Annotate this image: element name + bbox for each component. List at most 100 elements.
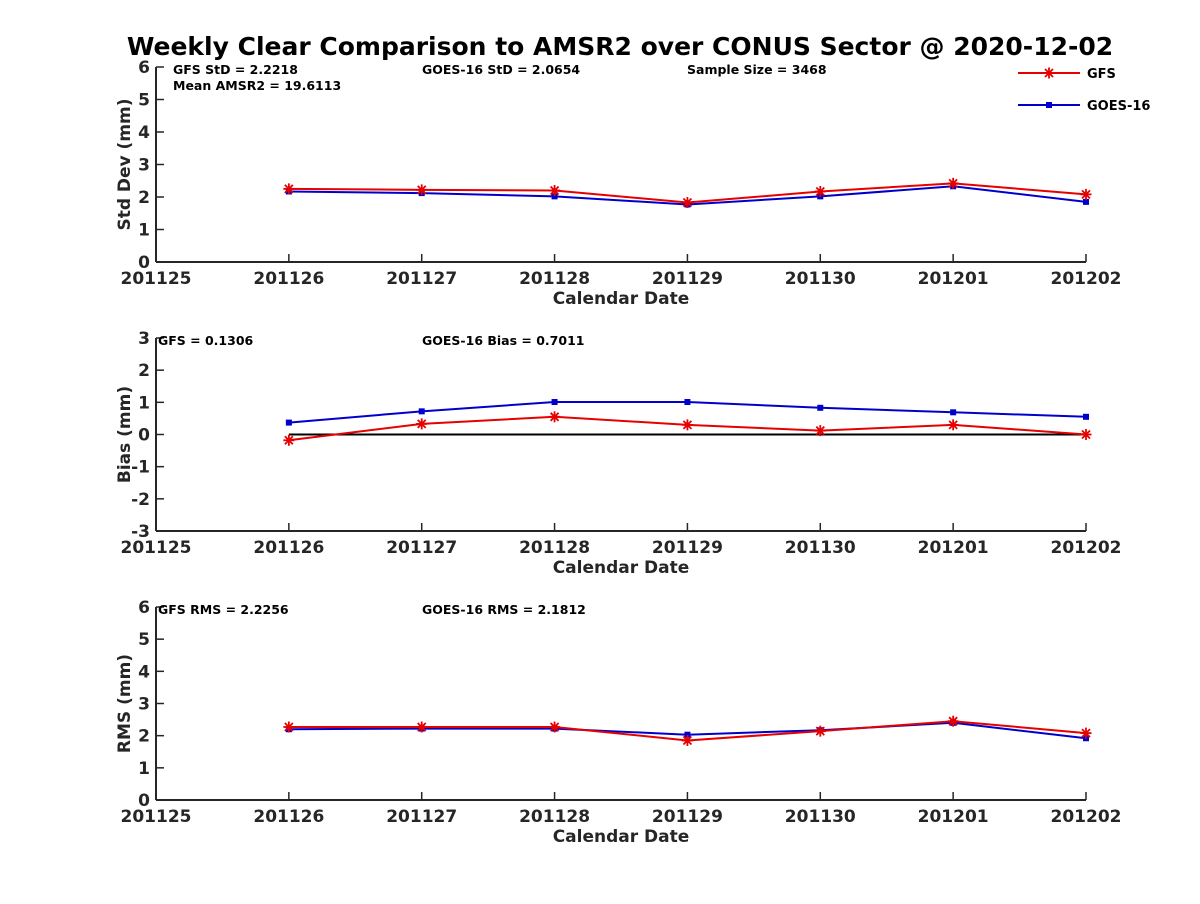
x-tick-label: 201130	[785, 269, 856, 289]
point-gfs	[416, 721, 428, 733]
stat-annotation: GOES-16 RMS = 2.1812	[422, 602, 586, 617]
point-gfs-stroke-d2	[1081, 189, 1091, 200]
point-gfs-stroke-d2	[284, 184, 294, 194]
chart-title: Weekly Clear Comparison to AMSR2 over CO…	[127, 32, 1113, 61]
legend-marker-gfs	[1043, 67, 1055, 79]
stat-annotation: GOES-16 Bias = 0.7011	[422, 333, 584, 348]
y-tick-label: 1	[138, 393, 150, 413]
y-tick-label: 1	[138, 221, 150, 241]
x-tick-label: 201202	[1051, 269, 1122, 289]
point-goes-16	[418, 408, 425, 415]
x-tick-label: 201126	[253, 807, 324, 827]
y-tick-label: 1	[138, 759, 150, 779]
stat-annotation: GFS = 0.1306	[158, 333, 254, 348]
point-gfs-stroke-d2	[549, 185, 560, 196]
stat-annotation: Mean AMSR2 = 19.6113	[173, 78, 341, 93]
legend-label-gfs: GFS	[1087, 67, 1116, 82]
point-goes-16	[684, 731, 691, 738]
x-tick-label: 201129	[652, 269, 723, 289]
point-goes-16	[551, 399, 558, 406]
point-gfs-stroke-d2	[682, 197, 693, 208]
point-gfs-stroke-d2	[549, 412, 560, 422]
point-gfs	[416, 418, 428, 430]
x-tick-label: 201201	[918, 807, 989, 827]
point-gfs-stroke-d2	[417, 722, 427, 732]
panel-2: -3 -2 -1 0 1 2 3 201125 201126 201127 201128 201129…	[115, 329, 1121, 578]
y-tick-label: 5	[138, 630, 150, 650]
point-goes-16	[817, 404, 824, 411]
point-gfs	[549, 411, 561, 423]
legend: GFS GOES-16	[1018, 67, 1150, 114]
point-goes-16	[551, 193, 558, 200]
x-tick-label: 201127	[386, 269, 457, 289]
point-goes-16	[285, 419, 292, 426]
x-tick-label: 201129	[652, 807, 723, 827]
point-gfs	[681, 734, 693, 746]
point-gfs	[947, 419, 959, 431]
point-gfs	[549, 721, 561, 733]
panel-3: 0 1 2 3 4 5 6 201125 201126 201127 201128 201129 201…	[115, 598, 1121, 847]
point-gfs	[814, 185, 826, 197]
point-gfs-stroke-d2	[682, 735, 693, 746]
stat-annotation: GFS RMS = 2.2256	[158, 602, 289, 617]
y-tick-label: 2	[138, 188, 150, 208]
x-axis-label: Calendar Date	[553, 827, 690, 847]
point-gfs-stroke-d2	[417, 419, 427, 429]
point-gfs-stroke-d2	[284, 722, 294, 732]
point-gfs	[416, 184, 428, 196]
y-axis-label: RMS (mm)	[115, 654, 135, 753]
y-tick-label: 0	[138, 253, 150, 273]
x-axis-label: Calendar Date	[553, 558, 690, 578]
y-tick-label: 0	[138, 791, 150, 811]
y-tick-label: -1	[131, 458, 150, 478]
y-tick-label: 3	[138, 695, 150, 715]
x-tick-label: 201125	[121, 538, 192, 558]
point-goes-16	[684, 399, 691, 406]
x-tick-label: 201126	[253, 538, 324, 558]
point-gfs-stroke-d2	[284, 435, 294, 445]
point-gfs-stroke-d2	[948, 420, 958, 430]
x-tick-label: 201130	[785, 538, 856, 558]
y-tick-label: 2	[138, 727, 150, 747]
y-tick-label: 0	[138, 426, 150, 446]
point-gfs	[947, 715, 959, 727]
point-gfs	[549, 185, 561, 196]
point-gfs-stroke-d2	[417, 185, 427, 195]
x-axis-label: Calendar Date	[553, 289, 690, 309]
point-gfs-stroke-d2	[948, 716, 958, 726]
stat-annotation: GOES-16 StD = 2.0654	[422, 62, 580, 77]
y-tick-label: 3	[138, 156, 150, 176]
point-gfs	[1080, 188, 1092, 200]
point-gfs	[681, 419, 693, 431]
point-gfs	[681, 197, 693, 209]
y-tick-label: 3	[138, 329, 150, 349]
x-tick-label: 201128	[519, 269, 590, 289]
y-tick-label: 5	[138, 91, 150, 111]
point-gfs	[814, 425, 826, 437]
x-tick-label: 201125	[121, 269, 192, 289]
point-gfs	[283, 721, 295, 733]
point-goes-16	[1083, 198, 1089, 205]
point-gfs-stroke-d2	[682, 420, 693, 430]
x-tick-label: 201125	[121, 807, 192, 827]
x-tick-label: 201202	[1051, 807, 1122, 827]
x-tick-label: 201127	[386, 538, 457, 558]
point-gfs-stroke-d2	[948, 178, 958, 188]
point-gfs-stroke-d2	[1081, 728, 1091, 738]
x-tick-label: 201127	[386, 807, 457, 827]
y-axis-label: Bias (mm)	[115, 386, 135, 483]
point-gfs-stroke-d2	[815, 426, 825, 436]
y-tick-label: -3	[131, 522, 150, 542]
point-gfs	[283, 183, 295, 195]
point-goes-16	[950, 409, 957, 416]
stat-annotation: Sample Size = 3468	[687, 62, 827, 77]
point-gfs	[283, 434, 295, 446]
point-gfs-stroke-d2	[1081, 429, 1091, 440]
x-tick-label: 201202	[1051, 538, 1122, 558]
y-tick-label: 4	[138, 123, 150, 143]
x-tick-label: 201130	[785, 807, 856, 827]
